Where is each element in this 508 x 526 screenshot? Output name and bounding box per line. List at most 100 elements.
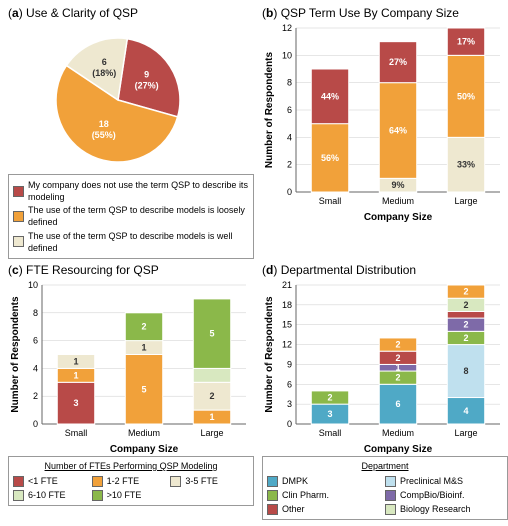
legend-swatch [92,490,103,501]
x-label: Company Size [364,212,433,222]
legend-text: DMPK [282,475,308,487]
legend-text: My company does not use the term QSP to … [28,179,249,203]
x-cat: Small [65,428,88,438]
legend-item: 3-5 FTE [170,475,249,487]
bar-value: 17% [457,37,475,47]
y-tick: 6 [287,105,292,115]
legend-swatch [267,490,278,501]
legend-swatch [267,504,278,515]
legend-text: <1 FTE [28,475,58,487]
legend-item: DMPK [267,475,385,487]
legend-item: The use of the term QSP to describe mode… [13,230,249,254]
bar-value: 2 [395,339,400,349]
bar-value: 5 [209,328,214,338]
bar-value: 3 [73,398,78,408]
bar-segment [193,368,230,382]
legend-item: Other [267,503,385,515]
panel-a-title: (a) Use & Clarity of QSP [8,6,254,20]
bar-value: 4 [463,406,468,416]
bar-value: 6 [395,399,400,409]
bar-value: 33% [457,160,475,170]
legend-item: >10 FTE [92,489,171,501]
panel-d: (d) Departmental Distribution 0369121518… [258,261,508,523]
y-tick: 0 [287,419,292,429]
y-tick: 3 [287,399,292,409]
legend-item: 6-10 FTE [13,489,92,501]
bar-value: 56% [321,153,339,163]
x-cat: Large [454,196,477,206]
panel-c-legend: Number of FTEs Performing QSP Modeling <1… [8,456,254,506]
y-tick: 12 [282,23,292,33]
legend-swatch [267,476,278,487]
x-cat: Large [454,428,477,438]
legend-title: Department [267,460,503,472]
pie-chart: 9(27%)18(55%)6(18%) [8,22,238,172]
bar-value: 8 [463,366,468,376]
legend-text: The use of the term QSP to describe mode… [28,204,249,228]
bar-value: 1 [73,356,78,366]
bar-value: 2 [395,373,400,383]
bar-value: 2 [463,333,468,343]
bar-chart-d: 03691215182132Small62122Medium482222Larg… [262,279,506,454]
bar-segment [447,311,484,318]
y-tick: 9 [287,359,292,369]
x-cat: Medium [128,428,160,438]
y-tick: 8 [287,78,292,88]
x-cat: Medium [382,196,414,206]
x-cat: Small [319,428,342,438]
bar-value: 2 [463,320,468,330]
y-tick: 8 [33,308,38,318]
legend-swatch [13,490,24,501]
y-tick: 2 [287,160,292,170]
legend-text: 1-2 FTE [107,475,140,487]
y-tick: 15 [282,320,292,330]
panel-b-title: (b) QSP Term Use By Company Size [262,6,508,20]
y-tick: 6 [33,335,38,345]
legend-text: Other [282,503,305,515]
panel-a-legend: My company does not use the term QSP to … [8,174,254,259]
pie-slice-n: 9 [144,70,149,80]
y-tick: 4 [287,132,292,142]
legend-item: Clin Pharm. [267,489,385,501]
bar-value: 27% [389,57,407,67]
bar-value: 2 [463,300,468,310]
legend-text: 6-10 FTE [28,489,66,501]
legend-text: Preclinical M&S [400,475,463,487]
pie-slice-p: (18%) [92,68,116,78]
legend-item: 1-2 FTE [92,475,171,487]
legend-text: 3-5 FTE [185,475,218,487]
bar-value: 2 [209,391,214,401]
legend-item: Preclinical M&S [385,475,503,487]
bar-value: 50% [457,91,475,101]
legend-swatch [385,504,396,515]
y-tick: 10 [282,50,292,60]
bar-value: 44% [321,91,339,101]
bar-value: 1 [209,412,214,422]
y-tick: 10 [28,280,38,290]
y-tick: 0 [33,419,38,429]
y-tick: 21 [282,280,292,290]
bar-value: 2 [463,286,468,296]
legend-swatch [92,476,103,487]
bar-value: 64% [389,126,407,136]
legend-title: Number of FTEs Performing QSP Modeling [13,460,249,472]
x-cat: Small [319,196,342,206]
bar-value: 2 [395,353,400,363]
y-tick: 6 [287,379,292,389]
legend-item: The use of the term QSP to describe mode… [13,204,249,228]
panel-c: (c) FTE Resourcing for QSP 0246810311Sma… [4,261,258,523]
legend-swatch [13,236,24,247]
pie-slice-n: 18 [99,119,109,129]
legend-item: Biology Research [385,503,503,515]
legend-swatch [13,476,24,487]
bar-value: 2 [327,392,332,402]
pie-slice-n: 6 [102,57,107,67]
x-cat: Medium [382,428,414,438]
panel-d-legend: Department DMPK Preclinical M&S Clin Pharm.… [262,456,508,521]
bar-value: 5 [141,384,146,394]
y-tick: 12 [282,339,292,349]
bar-value: 2 [141,322,146,332]
legend-text: The use of the term QSP to describe mode… [28,230,249,254]
pie-slice-p: (27%) [135,81,159,91]
panel-b: (b) QSP Term Use By Company Size 0246810… [258,4,508,261]
